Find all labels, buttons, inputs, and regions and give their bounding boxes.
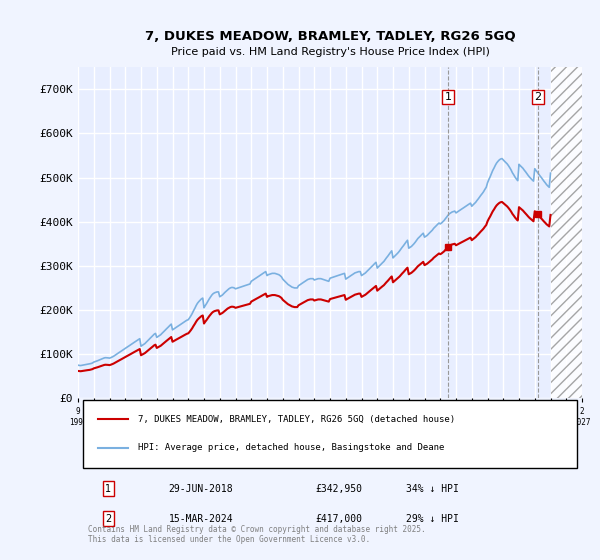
Text: Contains HM Land Registry data © Crown copyright and database right 2025.
This d: Contains HM Land Registry data © Crown c… <box>88 525 426 544</box>
Text: 7, DUKES MEADOW, BRAMLEY, TADLEY, RG26 5GQ: 7, DUKES MEADOW, BRAMLEY, TADLEY, RG26 5… <box>145 30 515 43</box>
Text: £417,000: £417,000 <box>315 514 362 524</box>
Text: 1: 1 <box>105 484 112 493</box>
Text: 29-JUN-2018: 29-JUN-2018 <box>169 484 233 493</box>
Text: Price paid vs. HM Land Registry's House Price Index (HPI): Price paid vs. HM Land Registry's House … <box>170 46 490 57</box>
Text: 15-MAR-2024: 15-MAR-2024 <box>169 514 233 524</box>
Text: 29% ↓ HPI: 29% ↓ HPI <box>406 514 458 524</box>
Text: 34% ↓ HPI: 34% ↓ HPI <box>406 484 458 493</box>
FancyBboxPatch shape <box>83 400 577 468</box>
Text: 2: 2 <box>535 92 542 102</box>
Text: £342,950: £342,950 <box>315 484 362 493</box>
Text: 2: 2 <box>105 514 112 524</box>
Text: HPI: Average price, detached house, Basingstoke and Deane: HPI: Average price, detached house, Basi… <box>139 444 445 452</box>
Text: 7, DUKES MEADOW, BRAMLEY, TADLEY, RG26 5GQ (detached house): 7, DUKES MEADOW, BRAMLEY, TADLEY, RG26 5… <box>139 415 455 424</box>
Bar <box>551 67 582 398</box>
Text: 1: 1 <box>445 92 451 102</box>
Bar <box>551 67 582 398</box>
